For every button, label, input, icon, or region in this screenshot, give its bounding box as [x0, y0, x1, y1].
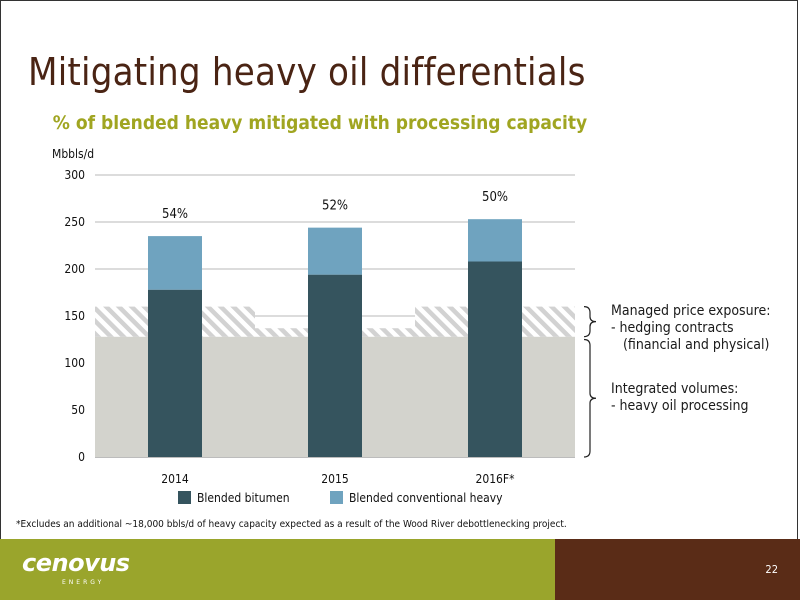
integrated-item-1: - heavy oil processing	[611, 398, 749, 414]
legend-swatch	[330, 491, 343, 504]
bar-percent-label: 54%	[162, 207, 188, 222]
y-tick-label: 50	[71, 403, 85, 417]
y-tick-label: 200	[64, 262, 85, 276]
chart: Mbbls/d 0 50 100 150 200 250 300 54% 2014 52% 2015 5…	[52, 147, 597, 505]
x-tick-label: 2014	[161, 472, 189, 486]
slide-title: Mitigating heavy oil differentials	[28, 50, 586, 94]
cenovus-logo: cenovus	[22, 549, 130, 577]
x-tick-label: 2015	[321, 472, 348, 486]
bar-percent-label: 52%	[322, 199, 348, 214]
page-number: 22	[765, 563, 778, 576]
footer-bar: cenovus ENERGY 22	[0, 539, 800, 600]
footer-accent: 22	[555, 539, 800, 600]
y-tick-label: 100	[64, 356, 85, 370]
bar-percent-label: 50%	[482, 190, 508, 205]
legend-swatch	[178, 491, 191, 504]
y-axis-unit: Mbbls/d	[52, 147, 94, 161]
managed-item-2: (financial and physical)	[623, 337, 770, 353]
bar-blended-bitumen	[468, 261, 522, 457]
managed-exposure-bracket	[583, 306, 597, 338]
chart-subtitle: % of blended heavy mitigated with proces…	[52, 112, 588, 134]
legend-label: Blended conventional heavy	[349, 491, 503, 505]
bar-conventional-heavy	[148, 236, 202, 290]
footnote: *Excludes an additional ~18,000 bbls/d o…	[16, 519, 567, 530]
integrated-label: Integrated volumes:	[611, 381, 739, 397]
x-tick-label: 2016F*	[475, 472, 515, 486]
integrated-volumes-bracket	[583, 338, 597, 458]
y-tick-label: 150	[64, 309, 85, 323]
y-tick-label: 300	[64, 168, 85, 182]
y-tick-label: 250	[64, 215, 85, 229]
cenovus-logo-sub: ENERGY	[62, 579, 105, 586]
managed-item-1: - hedging contracts	[611, 320, 734, 336]
managed-label: Managed price exposure:	[611, 303, 771, 319]
legend-label: Blended bitumen	[197, 491, 290, 505]
bar-conventional-heavy	[308, 227, 362, 275]
bar-blended-bitumen	[308, 274, 362, 457]
bar-conventional-heavy	[468, 219, 522, 262]
y-tick-label: 0	[78, 450, 85, 464]
bar-blended-bitumen	[148, 289, 202, 457]
